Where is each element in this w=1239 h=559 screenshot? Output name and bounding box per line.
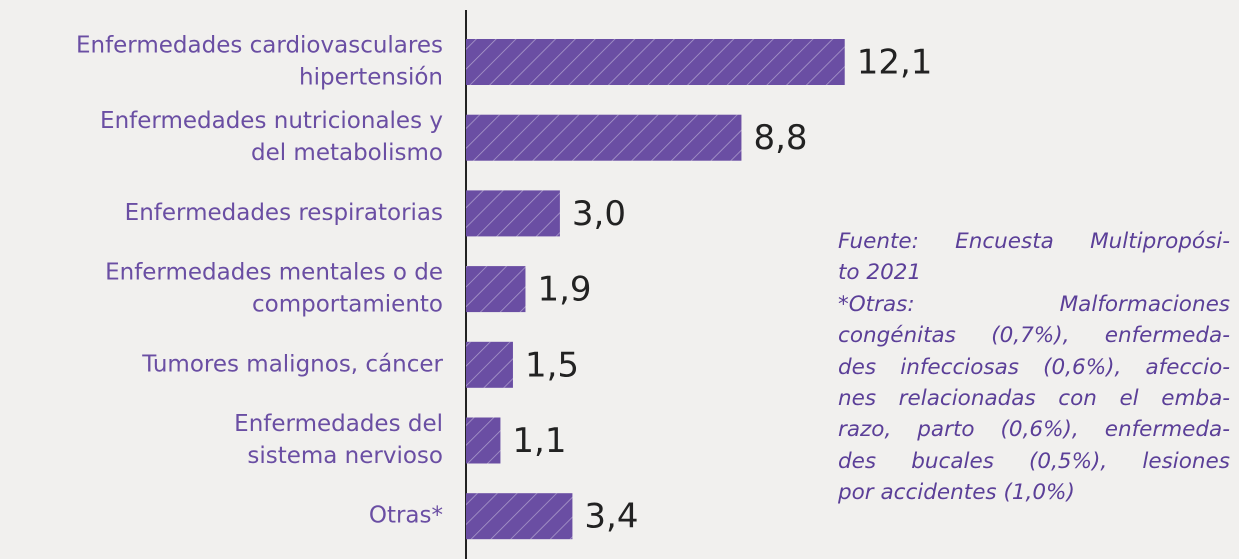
value-label: 8,8 bbox=[753, 118, 807, 158]
category-label: Enfermedades cardiovasculares bbox=[76, 33, 443, 59]
category-label: del metabolismo bbox=[251, 140, 443, 166]
category-label: Otras* bbox=[369, 503, 443, 529]
category-label: Enfermedades nutricionales y bbox=[100, 108, 443, 134]
category-label: Enfermedades respiratorias bbox=[125, 200, 443, 226]
value-label: 3,0 bbox=[572, 194, 626, 234]
value-label: 1,5 bbox=[525, 345, 579, 385]
note-line: Fuente: Encuesta Multipropósi- bbox=[838, 229, 1230, 254]
note-line: por accidentes (1,0%) bbox=[838, 480, 1075, 506]
bar-hatch bbox=[466, 341, 513, 388]
category-label: Enfermedades del bbox=[234, 411, 443, 437]
value-label: 1,1 bbox=[512, 421, 566, 461]
note-line: to 2021 bbox=[838, 260, 922, 286]
value-label: 1,9 bbox=[537, 270, 591, 310]
category-label: Enfermedades mentales o de bbox=[105, 260, 443, 286]
note-line: des infecciosas (0,6%), afeccio- bbox=[838, 354, 1230, 380]
bar-hatch bbox=[466, 190, 560, 237]
category-label: Tumores malignos, cáncer bbox=[141, 351, 443, 377]
bar-hatch bbox=[466, 39, 845, 85]
note-line: nes relacionadas con el emba- bbox=[838, 386, 1230, 412]
category-label: hipertensión bbox=[299, 65, 443, 91]
note-line: *Otras: Malformaciones bbox=[838, 291, 1230, 317]
bar-hatch bbox=[466, 417, 501, 464]
category-label: sistema nervioso bbox=[247, 443, 443, 469]
note-line: des bucales (0,5%), lesiones bbox=[838, 448, 1230, 474]
bar-hatch bbox=[466, 266, 526, 313]
bar-hatch bbox=[466, 114, 742, 161]
note-line: razo, parto (0,6%), enfermeda- bbox=[838, 417, 1230, 443]
category-label: comportamiento bbox=[252, 292, 443, 318]
value-label: 12,1 bbox=[857, 43, 933, 83]
note-line: congénitas (0,7%), enfermeda- bbox=[838, 323, 1230, 349]
bar-hatch bbox=[466, 493, 573, 540]
note: Fuente: Encuesta Multipropósi- to 2021 *… bbox=[838, 226, 1230, 509]
value-label: 3,4 bbox=[584, 497, 638, 537]
